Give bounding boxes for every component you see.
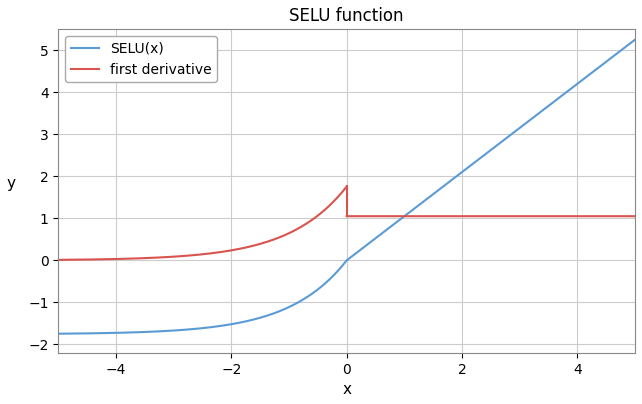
- first derivative: [510, 214, 518, 219]
- first derivative: [631, 214, 639, 219]
- first derivative: [431, 214, 438, 219]
- first derivative: [585, 214, 593, 219]
- Legend: SELU(x), first derivative: SELU(x), first derivative: [65, 36, 217, 82]
- SELU(x): [120, 330, 128, 335]
- SELU(x): [275, 309, 283, 314]
- SELU(x): [631, 37, 639, 42]
- SELU(x): [300, 296, 308, 301]
- first derivative: [594, 214, 602, 219]
- SELU(x): [155, 329, 162, 334]
- SELU(x): [620, 46, 628, 51]
- SELU(x): [558, 93, 566, 98]
- Y-axis label: y: y: [7, 176, 16, 191]
- X-axis label: x: x: [342, 382, 351, 397]
- first derivative: [343, 214, 351, 219]
- first derivative: [365, 214, 372, 219]
- first derivative: [408, 214, 415, 219]
- SELU(x): [55, 331, 62, 336]
- Line: SELU(x): SELU(x): [58, 40, 635, 334]
- Title: SELU function: SELU function: [290, 7, 404, 25]
